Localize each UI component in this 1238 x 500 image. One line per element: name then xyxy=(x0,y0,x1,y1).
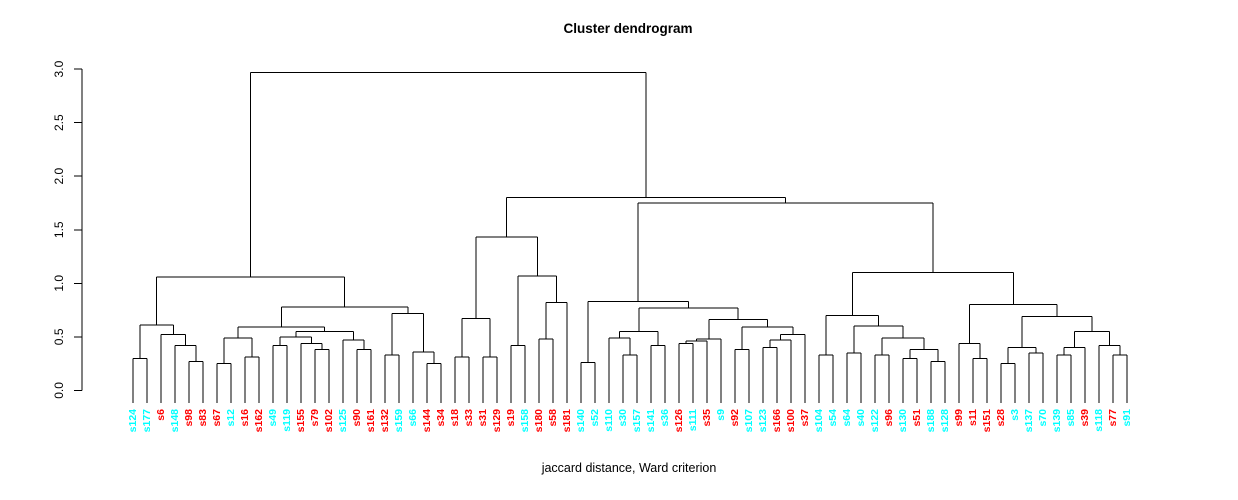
x-axis-label: jaccard distance, Ward criterion xyxy=(541,461,717,475)
leaf-label-s180: s180 xyxy=(533,409,545,433)
leaf-label-s107: s107 xyxy=(743,409,755,433)
leaf-label-s100: s100 xyxy=(785,409,797,433)
leaf-label-s92: s92 xyxy=(729,409,741,427)
leaf-label-s139: s139 xyxy=(1051,409,1063,433)
leaf-label-s6: s6 xyxy=(155,409,167,421)
leaf-label-s188: s188 xyxy=(925,409,937,433)
leaf-label-s98: s98 xyxy=(183,409,195,427)
leaf-label-s36: s36 xyxy=(659,409,671,427)
leaf-label-s119: s119 xyxy=(281,409,293,432)
leaf-label-s28: s28 xyxy=(995,409,1007,427)
leaf-labels: s124 s177 s6 s148 s98 s83 s67 s12 s16 s162 s49 s119… xyxy=(127,409,1133,433)
leaf-label-s83: s83 xyxy=(197,409,209,427)
y-tick-label: 0.0 xyxy=(52,382,66,399)
leaf-label-s144: s144 xyxy=(421,409,433,433)
y-tick-label: 3.0 xyxy=(52,60,66,77)
leaf-label-s130: s130 xyxy=(897,409,909,433)
y-tick-label: 2.5 xyxy=(52,114,66,131)
leaf-label-s124: s124 xyxy=(127,409,139,433)
leaf-label-s58: s58 xyxy=(547,409,559,427)
leaf-label-s148: s148 xyxy=(169,409,181,433)
leaf-label-s118: s118 xyxy=(1093,409,1105,432)
leaf-label-s16: s16 xyxy=(239,409,251,427)
leaf-label-s141: s141 xyxy=(645,409,657,433)
leaf-label-s35: s35 xyxy=(701,409,713,427)
leaf-label-s85: s85 xyxy=(1065,409,1077,427)
leaf-label-s66: s66 xyxy=(407,409,419,427)
leaf-label-s181: s181 xyxy=(561,409,573,433)
y-tick-label: 0.5 xyxy=(52,328,66,345)
leaf-label-s162: s162 xyxy=(253,409,265,433)
leaf-label-s104: s104 xyxy=(813,409,825,433)
leaf-label-s64: s64 xyxy=(841,409,853,427)
leaf-label-s67: s67 xyxy=(211,409,223,427)
leaf-label-s49: s49 xyxy=(267,409,279,427)
leaf-label-s126: s126 xyxy=(673,409,685,433)
leaf-label-s52: s52 xyxy=(589,409,601,427)
leaf-label-s102: s102 xyxy=(323,409,335,433)
leaf-label-s9: s9 xyxy=(715,409,727,421)
leaf-label-s161: s161 xyxy=(365,409,377,433)
leaf-label-s99: s99 xyxy=(953,409,965,427)
leaf-label-s90: s90 xyxy=(351,409,363,427)
leaf-label-s125: s125 xyxy=(337,409,349,433)
leaf-label-s123: s123 xyxy=(757,409,769,433)
leaf-label-s39: s39 xyxy=(1079,409,1091,427)
leaf-label-s70: s70 xyxy=(1037,409,1049,427)
leaf-label-s158: s158 xyxy=(519,409,531,433)
leaf-label-s34: s34 xyxy=(435,409,447,427)
leaf-label-s11: s11 xyxy=(967,409,979,426)
leaf-label-s140: s140 xyxy=(575,409,587,433)
leaf-label-s111: s111 xyxy=(687,409,699,431)
chart-title: Cluster dendrogram xyxy=(563,21,692,36)
leaf-label-s51: s51 xyxy=(911,409,923,427)
y-axis: 0.0 0.5 1.0 1.5 2.0 2.5 3.0 xyxy=(52,60,83,399)
y-tick-label: 1.5 xyxy=(52,221,66,238)
leaf-label-s132: s132 xyxy=(379,409,391,433)
leaf-label-s128: s128 xyxy=(939,409,951,433)
leaf-label-s18: s18 xyxy=(449,409,461,427)
leaf-label-s137: s137 xyxy=(1023,409,1035,433)
leaf-label-s3: s3 xyxy=(1009,409,1021,421)
leaf-label-s31: s31 xyxy=(477,409,489,427)
leaf-label-s157: s157 xyxy=(631,409,643,433)
leaf-label-s129: s129 xyxy=(491,409,503,433)
leaf-label-s77: s77 xyxy=(1107,409,1119,427)
leaf-label-s37: s37 xyxy=(799,409,811,427)
leaf-label-s166: s166 xyxy=(771,409,783,433)
leaf-label-s19: s19 xyxy=(505,409,517,427)
leaf-label-s40: s40 xyxy=(855,409,867,427)
leaf-label-s54: s54 xyxy=(827,409,839,427)
leaf-label-s79: s79 xyxy=(309,409,321,427)
leaf-label-s30: s30 xyxy=(617,409,629,427)
leaf-label-s96: s96 xyxy=(883,409,895,427)
leaf-label-s177: s177 xyxy=(141,409,153,433)
y-tick-label: 1.0 xyxy=(52,275,66,292)
y-tick-label: 2.0 xyxy=(52,168,66,185)
leaf-label-s122: s122 xyxy=(869,409,881,433)
leaf-label-s159: s159 xyxy=(393,409,405,433)
leaf-label-s110: s110 xyxy=(603,409,615,432)
leaf-label-s151: s151 xyxy=(981,409,993,433)
leaf-label-s155: s155 xyxy=(295,409,307,433)
leaf-label-s91: s91 xyxy=(1121,409,1133,427)
leaf-label-s33: s33 xyxy=(463,409,475,427)
dendrogram-lines xyxy=(132,71,1128,403)
leaf-label-s12: s12 xyxy=(225,409,237,427)
